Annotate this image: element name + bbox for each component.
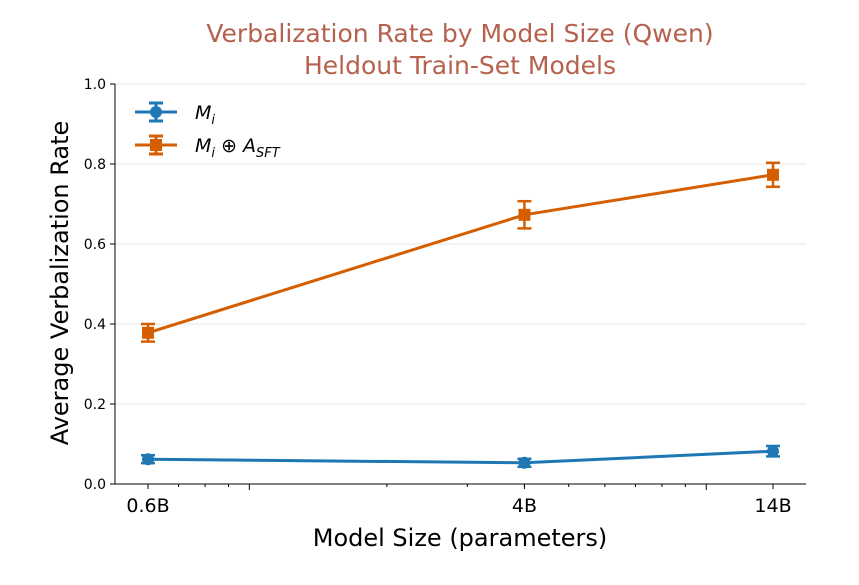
y-tick-label: 0.4: [84, 317, 106, 333]
series-1-point: [518, 456, 531, 469]
x-tick-label: 4B: [512, 495, 537, 517]
y-tick-label: 0.8: [84, 157, 106, 173]
series-2-point: [767, 168, 779, 181]
x-axis-label: Model Size (parameters): [313, 524, 608, 552]
series-2-point: [518, 208, 531, 221]
grid-lines: [115, 83, 806, 405]
legend-series-2-marker: [150, 139, 162, 151]
legend-entry-2: Mi ⊕ ASFT: [135, 134, 281, 161]
legend-series-1-marker: [150, 106, 162, 118]
series-1-point: [767, 445, 779, 458]
y-axis-ticks: 0.0 0.2 0.4 0.6 0.8 1.0: [84, 77, 115, 493]
y-tick-label: 0.6: [84, 237, 106, 253]
y-axis-label: Average Verbalization Rate: [46, 121, 74, 446]
axes: [114, 84, 806, 485]
chart-title-line2: Heldout Train-Set Models: [304, 51, 616, 80]
plot-series: [141, 161, 780, 469]
x-tick-label: 14B: [754, 495, 791, 517]
series-1-line: [147, 449, 774, 465]
x-axis-ticks: 0.6B 4B 14B: [126, 484, 792, 517]
legend: Mi Mi ⊕ ASFT: [135, 101, 281, 161]
y-tick-label: 0.0: [84, 477, 106, 493]
x-tick-label: 0.6B: [126, 495, 169, 517]
series-2-line: [147, 173, 774, 335]
series-1-point: [142, 453, 154, 466]
legend-series-2-label: Mi ⊕ ASFT: [195, 135, 281, 161]
series-2-point: [142, 326, 154, 339]
legend-entry-1: Mi: [135, 101, 215, 128]
y-tick-label: 1.0: [84, 77, 106, 93]
chart-title-line1: Verbalization Rate by Model Size (Qwen): [206, 19, 713, 48]
y-tick-label: 0.2: [84, 397, 106, 413]
legend-series-1-label: Mi: [195, 102, 215, 128]
